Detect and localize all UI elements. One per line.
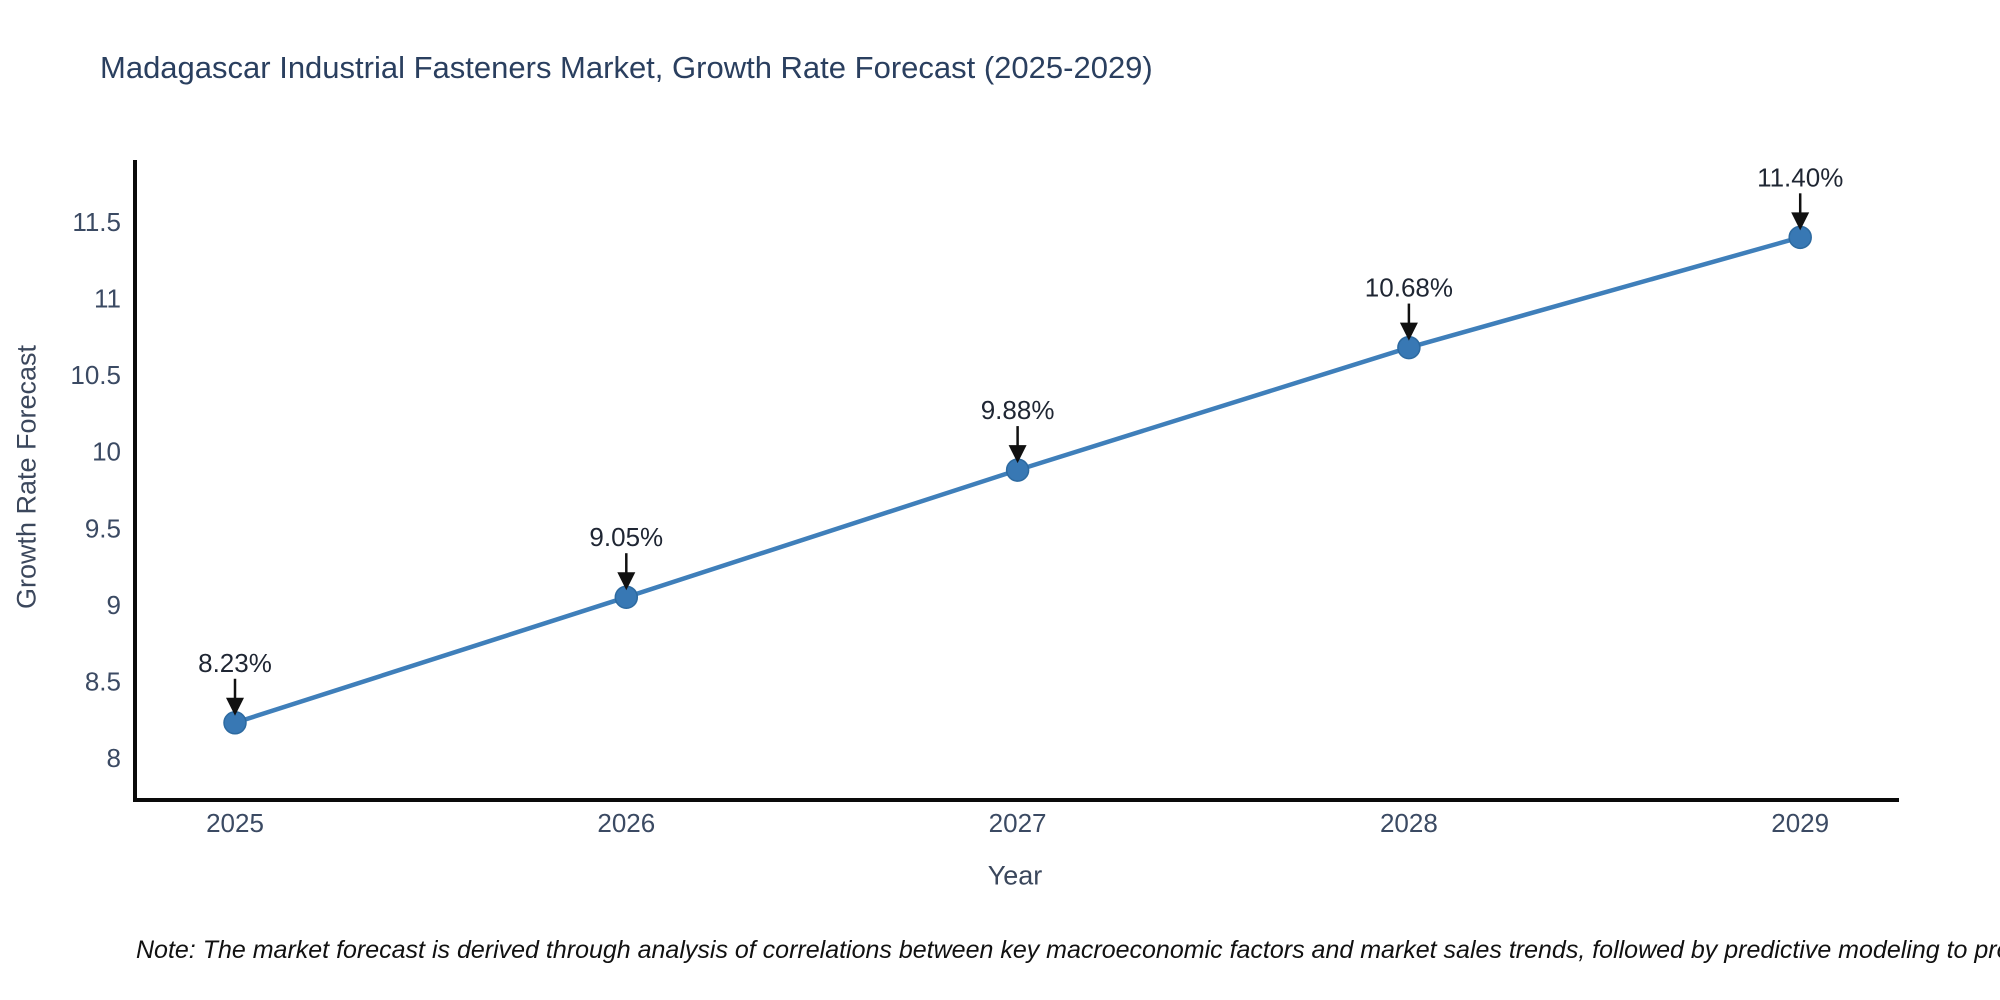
annotation-label: 8.23%: [198, 648, 272, 678]
annotation-label: 10.68%: [1365, 273, 1453, 303]
annotation-label: 9.05%: [589, 522, 663, 552]
y-tick-label: 11: [94, 284, 121, 314]
x-tick-label: 2029: [1771, 808, 1829, 838]
annotation-label: 9.88%: [981, 395, 1055, 425]
x-tick-label: 2027: [989, 808, 1047, 838]
y-tick-label: 9: [107, 590, 121, 620]
annotation-arrowhead: [1791, 212, 1810, 231]
annotation-arrowhead: [617, 572, 636, 591]
y-tick-label: 10: [92, 437, 121, 467]
annotation-arrowhead: [226, 697, 244, 716]
y-tick-label: 9.5: [85, 513, 121, 543]
annotation-arrowhead: [1399, 322, 1418, 341]
y-tick-label: 10.5: [70, 360, 121, 390]
annotation-arrowhead: [1008, 445, 1027, 464]
footnote: Note: The market forecast is derived thr…: [136, 936, 2000, 964]
y-tick-label: 11.5: [72, 207, 121, 237]
x-tick-label: 2028: [1380, 808, 1438, 838]
chart-title: Madagascar Industrial Fasteners Market, …: [100, 50, 1153, 85]
annotation-label: 11.40%: [1757, 162, 1843, 192]
x-tick-label: 2025: [206, 808, 264, 838]
y-tick-label: 8.5: [85, 666, 121, 696]
x-tick-label: 2026: [597, 808, 655, 838]
x-axis-title: Year: [987, 860, 1043, 891]
y-tick-label: 8: [107, 743, 121, 773]
